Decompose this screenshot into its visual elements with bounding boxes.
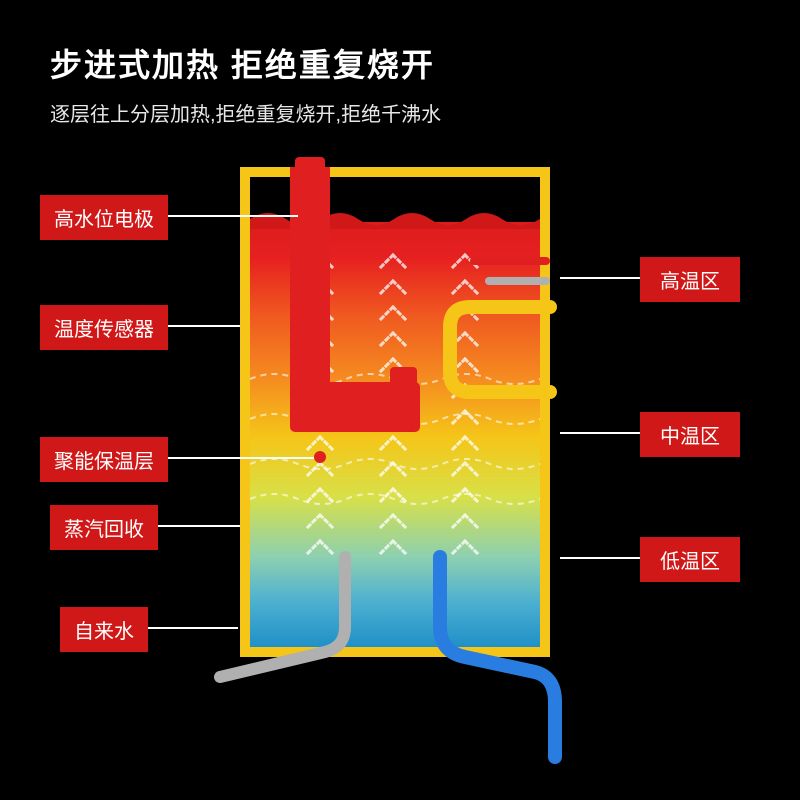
inlet-pipe (405, 557, 605, 757)
label-electrode: 高水位电极 (40, 195, 168, 240)
connector-sensor (168, 325, 240, 327)
label-sensor: 温度传感器 (40, 305, 168, 350)
label-zone-low: 低温区 (640, 537, 740, 582)
connector-insulation (168, 457, 318, 459)
connector-zone-mid (560, 432, 640, 434)
connector-electrode (168, 215, 298, 217)
diagram: 高水位电极 温度传感器 聚能保温层 蒸汽回收 自来水 高温区 中温区 低温区 (0, 137, 800, 777)
label-steam: 蒸汽回收 (50, 505, 158, 550)
heater-element (440, 297, 550, 407)
sensor-probe-grey (485, 277, 550, 285)
label-zone-mid: 中温区 (640, 412, 740, 457)
subtitle: 逐层往上分层加热,拒绝重复烧开,拒绝千沸水 (50, 98, 750, 127)
electrode-pipe (240, 167, 440, 457)
tank (240, 167, 550, 657)
connector-inlet (148, 627, 238, 629)
connector-zone-low (560, 557, 640, 559)
connector-steam (158, 525, 240, 527)
steam-pipe (280, 557, 400, 687)
label-insulation: 聚能保温层 (40, 437, 168, 482)
connector-insulation-dot (314, 451, 326, 463)
main-title: 步进式加热 拒绝重复烧开 (50, 40, 750, 86)
label-inlet: 自来水 (60, 607, 148, 652)
connector-zone-hot (560, 277, 640, 279)
label-zone-hot: 高温区 (640, 257, 740, 302)
sensor-probe-red (470, 257, 550, 265)
